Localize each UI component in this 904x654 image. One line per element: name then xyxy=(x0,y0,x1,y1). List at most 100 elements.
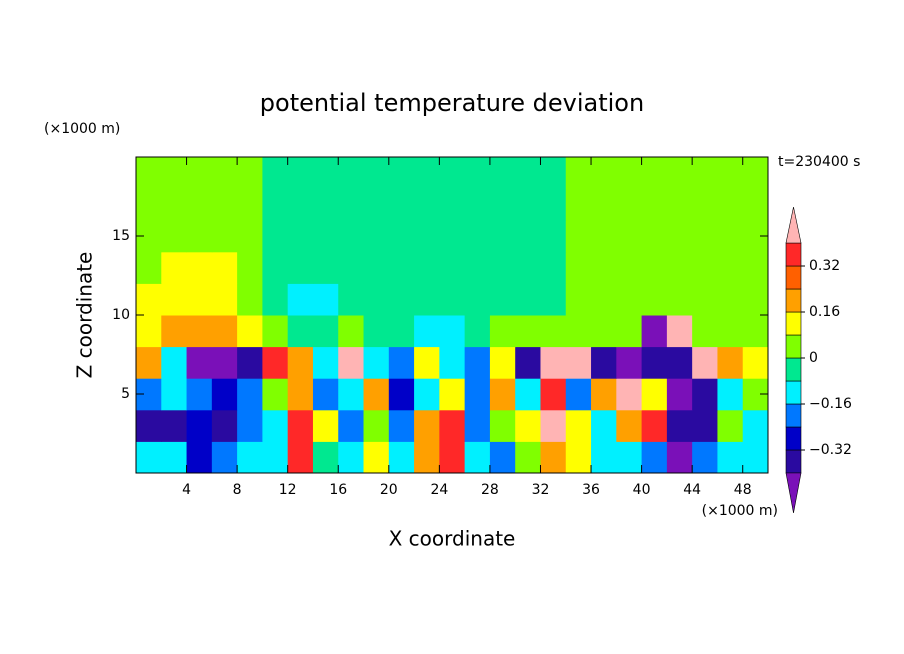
contour-cell xyxy=(692,315,718,348)
chart-title: potential temperature deviation xyxy=(260,89,644,117)
contour-cell xyxy=(591,188,617,221)
contour-cell xyxy=(388,409,415,442)
contour-cell xyxy=(591,441,617,474)
contour-cell xyxy=(136,283,162,316)
contour-cell xyxy=(717,441,744,474)
x-tick-label: 24 xyxy=(430,482,448,498)
contour-cell xyxy=(565,346,592,379)
colorbar-band xyxy=(785,265,802,290)
contour-cell xyxy=(211,188,238,221)
contour-cell xyxy=(515,346,541,379)
contour-cell xyxy=(388,157,415,190)
contour-cell xyxy=(237,409,263,442)
contour-cell xyxy=(515,220,541,253)
contour-cell xyxy=(464,409,491,442)
colorbar-band xyxy=(785,357,802,382)
contour-cell xyxy=(717,346,744,379)
contour-cell xyxy=(287,346,314,379)
contour-cell xyxy=(666,315,693,348)
contour-cell xyxy=(591,157,617,190)
contour-cell xyxy=(540,346,567,379)
x-tick-label: 44 xyxy=(683,482,701,498)
contour-cell xyxy=(692,251,718,284)
contour-cell xyxy=(515,251,541,284)
contour-cell xyxy=(161,157,188,190)
contour-cell xyxy=(312,441,339,474)
contour-cell xyxy=(464,188,491,221)
contour-cell xyxy=(591,315,617,348)
contour-cell xyxy=(515,315,541,348)
contour-cell xyxy=(439,346,466,379)
colorbar-tick-label: −0.16 xyxy=(809,396,852,412)
contour-cell xyxy=(439,251,466,284)
contour-cell xyxy=(464,315,491,348)
contour-cell xyxy=(186,409,213,442)
contour-cell xyxy=(388,251,415,284)
colorbar-band xyxy=(785,311,802,336)
contour-cell xyxy=(186,378,213,411)
contour-cell xyxy=(439,378,466,411)
contour-cell xyxy=(641,188,668,221)
contour-cell xyxy=(439,157,466,190)
contour-cell xyxy=(641,251,668,284)
contour-cell xyxy=(211,346,238,379)
contour-cell xyxy=(439,220,466,253)
colorbar-band xyxy=(785,334,802,359)
contour-cell xyxy=(211,283,238,316)
contour-cell xyxy=(237,157,263,190)
x-tick-label: 40 xyxy=(633,482,651,498)
x-tick-label: 28 xyxy=(481,482,499,498)
contour-cell xyxy=(287,409,314,442)
contour-cell xyxy=(641,378,668,411)
contour-cell xyxy=(591,251,617,284)
contour-cell xyxy=(489,283,516,316)
contour-cell xyxy=(439,283,466,316)
contour-cell xyxy=(363,251,390,284)
colorbar-band xyxy=(785,288,802,313)
contour-cell xyxy=(338,157,365,190)
contour-cell xyxy=(388,346,415,379)
contour-cell xyxy=(161,441,188,474)
contour-cell xyxy=(262,409,289,442)
contour-cell xyxy=(312,346,339,379)
contour-cell xyxy=(312,283,339,316)
contour-cell xyxy=(489,220,516,253)
contour-cell xyxy=(186,283,213,316)
contour-cell xyxy=(388,378,415,411)
contour-cell xyxy=(641,409,668,442)
contour-cell xyxy=(161,283,188,316)
contour-cell xyxy=(692,441,718,474)
contour-cell xyxy=(363,346,390,379)
contour-cell xyxy=(565,409,592,442)
colorbar-tick-label: 0 xyxy=(809,350,818,366)
contour-cell xyxy=(666,283,693,316)
contour-cell xyxy=(540,283,567,316)
contour-cell xyxy=(616,346,643,379)
contour-cell xyxy=(540,315,567,348)
contour-cell xyxy=(161,220,188,253)
contour-cell xyxy=(388,441,415,474)
contour-cell xyxy=(616,315,643,348)
colorbar-extend-low xyxy=(785,472,802,514)
contour-cell xyxy=(414,315,440,348)
contour-cell xyxy=(388,315,415,348)
contour-cell xyxy=(414,378,440,411)
contour-cell xyxy=(211,220,238,253)
contour-cell xyxy=(489,378,516,411)
contour-cell xyxy=(742,315,769,348)
contour-cell xyxy=(717,378,744,411)
contour-cell xyxy=(540,441,567,474)
contour-cell xyxy=(136,346,162,379)
contour-cell xyxy=(742,283,769,316)
contour-cell xyxy=(338,409,365,442)
contour-cell xyxy=(489,157,516,190)
contour-cell xyxy=(136,409,162,442)
contour-cell xyxy=(338,251,365,284)
contour-cell xyxy=(186,251,213,284)
contour-cell xyxy=(237,251,263,284)
contour-cell xyxy=(591,283,617,316)
contour-cell xyxy=(641,346,668,379)
colorbar-band xyxy=(785,426,802,451)
contour-cell xyxy=(136,315,162,348)
